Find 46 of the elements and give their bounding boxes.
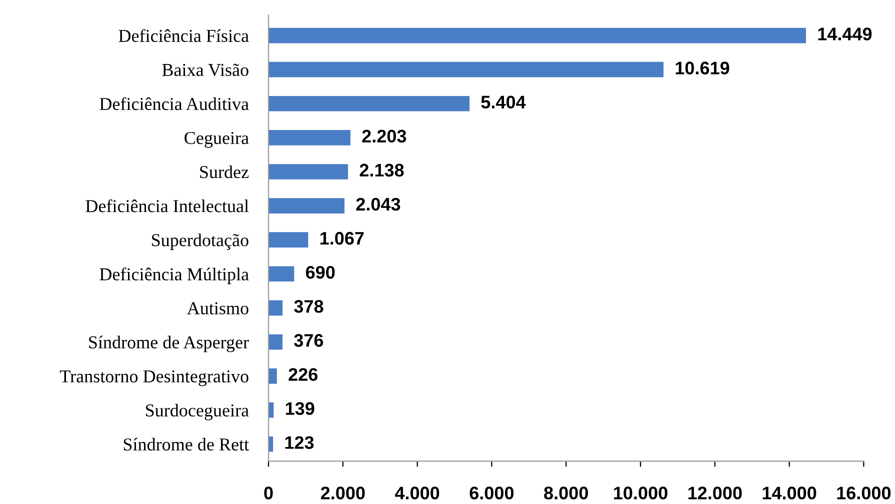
- y-tick-label: Baixa Visão: [162, 64, 248, 76]
- data-label: 2.138: [360, 164, 404, 177]
- data-label: 378: [294, 300, 324, 313]
- data-label: 14.449: [818, 28, 872, 40]
- bar: [268, 266, 294, 282]
- bar: [268, 62, 664, 78]
- y-tick-label: Deficiência Intelectual: [86, 199, 249, 212]
- data-label: 690: [306, 266, 335, 279]
- bar: [268, 28, 806, 44]
- x-tick-label: 4.000: [394, 486, 440, 500]
- bar: [268, 368, 277, 384]
- data-label: 139: [286, 402, 314, 415]
- y-tick-label: Deficiência Auditiva: [100, 97, 249, 110]
- data-label: 2.043: [356, 198, 400, 211]
- y-tick-label: Superdotação: [152, 234, 248, 250]
- y-tick-label: Autismo: [187, 302, 248, 314]
- data-label: 226: [288, 368, 318, 381]
- y-tick-label: Transtorno Desintegrativo: [60, 370, 248, 386]
- x-tick-label: 8.000: [544, 486, 588, 500]
- x-tick-label: 14.000: [762, 486, 816, 500]
- bar: [268, 232, 308, 248]
- x-tick-label: 2.000: [320, 486, 365, 500]
- bar: [268, 198, 344, 214]
- y-tick-label: Cegueira: [184, 132, 249, 148]
- x-tick-label: 16.000: [837, 486, 891, 500]
- data-label: 376: [294, 334, 324, 347]
- y-tick-label: Deficiência Múltipla: [100, 268, 249, 284]
- data-label: 5.404: [481, 96, 526, 108]
- data-label: 123: [285, 436, 314, 450]
- y-tick-label: Deficiência Física: [118, 29, 249, 42]
- y-tick-label: Síndrome de Asperger: [89, 336, 249, 352]
- bar: [268, 300, 283, 316]
- x-tick-label: 6.000: [470, 486, 514, 500]
- data-label: 2.203: [362, 130, 406, 143]
- bar: [268, 96, 470, 112]
- y-tick-label: Surdez: [200, 165, 249, 178]
- x-tick-label: 12.000: [688, 486, 742, 500]
- bar: [268, 334, 282, 350]
- x-tick-label: 10.000: [614, 486, 668, 500]
- bar: [268, 130, 350, 146]
- y-tick-label: Síndrome de Rett: [124, 438, 249, 451]
- x-tick-label: 0: [264, 486, 273, 500]
- bar: [268, 164, 348, 180]
- y-tick-label: Surdocegueira: [146, 404, 249, 420]
- data-label: 10.619: [676, 62, 730, 74]
- data-label: 1.067: [320, 232, 364, 245]
